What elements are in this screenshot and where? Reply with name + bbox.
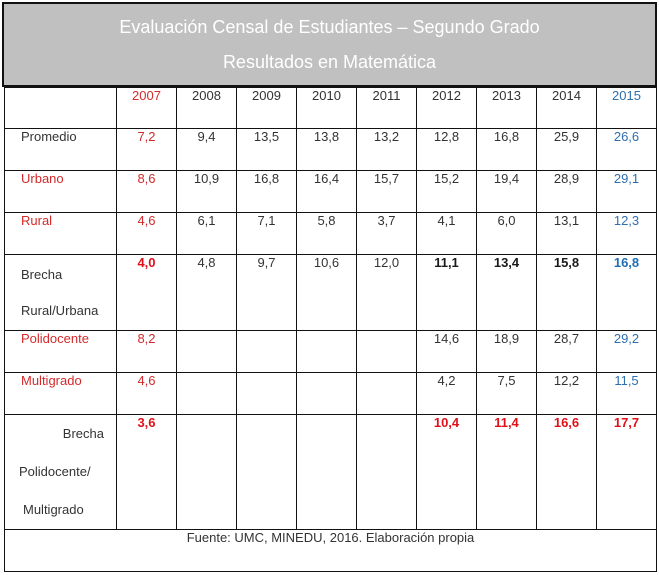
row-label: Urbano: [4, 170, 117, 213]
header-row: 2007 2008 2009 2010 2011 2012 2013 2014 …: [4, 87, 657, 129]
cell: 7,5: [476, 372, 537, 415]
cell: 10,4: [416, 414, 477, 530]
cell: 7,1: [236, 212, 297, 255]
row-label-line: Polidocente/: [19, 464, 91, 479]
cell: 9,7: [236, 254, 297, 331]
year-header: 2011: [356, 87, 417, 129]
title-line-2: Resultados en Matemática: [222, 51, 437, 72]
cell: 7,2: [116, 128, 177, 171]
cell: 16,4: [296, 170, 357, 213]
row-label: Rural: [4, 212, 117, 255]
cell: 25,9: [536, 128, 597, 171]
cell: 11,5: [596, 372, 657, 415]
cell: 10,6: [296, 254, 357, 331]
year-header: 2008: [176, 87, 237, 129]
cell: 10,9: [176, 170, 237, 213]
cell: [356, 372, 417, 415]
year-header: 2007: [116, 87, 177, 129]
cell: 6,1: [176, 212, 237, 255]
cell: 12,0: [356, 254, 417, 331]
year-header: 2015: [596, 87, 657, 129]
cell: 12,2: [536, 372, 597, 415]
cell: 11,1: [416, 254, 477, 331]
cell: [296, 372, 357, 415]
corner-cell: [4, 87, 117, 129]
cell: 3,7: [356, 212, 417, 255]
cell: [236, 330, 297, 373]
year-header: 2010: [296, 87, 357, 129]
table-row-polidocente: Polidocente 8,2 14,6 18,9 28,7 29,2: [4, 330, 657, 373]
cell: 14,6: [416, 330, 477, 373]
cell: 11,4: [476, 414, 537, 530]
cell: [176, 372, 237, 415]
cell: 16,8: [476, 128, 537, 171]
cell: 13,5: [236, 128, 297, 171]
row-label: Multigrado: [4, 372, 117, 415]
cell: 12,8: [416, 128, 477, 171]
table-row-promedio: Promedio 7,2 9,4 13,5 13,8 13,2 12,8 16,…: [4, 128, 657, 171]
cell: [356, 414, 417, 530]
cell: 29,1: [596, 170, 657, 213]
cell: 16,8: [236, 170, 297, 213]
table-title-banner: Evaluación Censal de Estudiantes – Segun…: [2, 2, 657, 87]
cell: 8,2: [116, 330, 177, 373]
cell: 5,8: [296, 212, 357, 255]
cell: 4,2: [416, 372, 477, 415]
cell: 16,6: [536, 414, 597, 530]
table-row-urbano: Urbano 8,6 10,9 16,8 16,4 15,7 15,2 19,4…: [4, 170, 657, 213]
row-label-line: Multigrado: [23, 502, 84, 517]
cell: 18,9: [476, 330, 537, 373]
year-header: 2009: [236, 87, 297, 129]
cell: [176, 414, 237, 530]
cell: 26,6: [596, 128, 657, 171]
cell: 4,8: [176, 254, 237, 331]
results-table: 2007 2008 2009 2010 2011 2012 2013 2014 …: [4, 87, 657, 572]
cell: 6,0: [476, 212, 537, 255]
cell: [296, 330, 357, 373]
cell: 4,0: [116, 254, 177, 331]
cell: 8,6: [116, 170, 177, 213]
cell: [296, 414, 357, 530]
title-line-1: Evaluación Censal de Estudiantes – Segun…: [119, 16, 540, 37]
cell: 9,4: [176, 128, 237, 171]
cell: 16,8: [596, 254, 657, 331]
table-row-multigrado: Multigrado 4,6 4,2 7,5 12,2 11,5: [4, 372, 657, 415]
year-header: 2014: [536, 87, 597, 129]
row-label: Polidocente: [4, 330, 117, 373]
table-row-rural: Rural 4,6 6,1 7,1 5,8 3,7 4,1 6,0 13,1 1…: [4, 212, 657, 255]
cell: 13,1: [536, 212, 597, 255]
cell: [236, 414, 297, 530]
cell: 15,8: [536, 254, 597, 331]
cell: 4,6: [116, 212, 177, 255]
cell: [236, 372, 297, 415]
cell: [356, 330, 417, 373]
cell: 17,7: [596, 414, 657, 530]
cell: 4,1: [416, 212, 477, 255]
cell: 13,4: [476, 254, 537, 331]
row-label-line: Brecha: [21, 267, 63, 282]
cell: 28,7: [536, 330, 597, 373]
cell: 13,2: [356, 128, 417, 171]
cell: 12,3: [596, 212, 657, 255]
year-header: 2013: [476, 87, 537, 129]
cell: 3,6: [116, 414, 177, 530]
footer-row: Fuente: UMC, MINEDU, 2016. Elaboración p…: [4, 529, 657, 572]
cell: 13,8: [296, 128, 357, 171]
cell: 4,6: [116, 372, 177, 415]
source-note: Fuente: UMC, MINEDU, 2016. Elaboración p…: [4, 529, 657, 572]
row-label-line: Brecha: [62, 426, 104, 441]
cell: 19,4: [476, 170, 537, 213]
row-label: Promedio: [4, 128, 117, 171]
cell: 28,9: [536, 170, 597, 213]
cell: [176, 330, 237, 373]
row-label: Brecha Polidocente/ Multigrado: [4, 414, 117, 530]
year-header: 2012: [416, 87, 477, 129]
table-row-brecha-rural-urbana: Brecha Rural/Urbana 4,0 4,8 9,7 10,6 12,…: [4, 254, 657, 331]
cell: 29,2: [596, 330, 657, 373]
cell: 15,2: [416, 170, 477, 213]
table-row-brecha-polidocente-multigrado: Brecha Polidocente/ Multigrado 3,6 10,4 …: [4, 414, 657, 530]
row-label: Brecha Rural/Urbana: [4, 254, 117, 331]
cell: 15,7: [356, 170, 417, 213]
row-label-line: Rural/Urbana: [21, 303, 99, 318]
